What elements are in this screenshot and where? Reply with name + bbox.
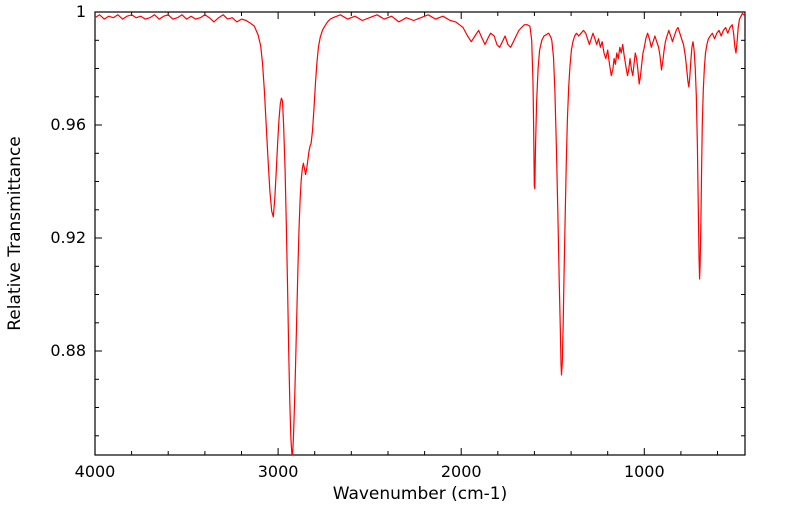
y-tick-label: 1: [76, 2, 86, 21]
x-tick-label: 4000: [75, 462, 116, 481]
y-tick-label: 0.96: [50, 115, 86, 134]
plot-border: [94, 11, 746, 456]
y-tick-label: 0.88: [50, 341, 86, 360]
x-axis-title: Wavenumber (cm-1): [333, 484, 508, 504]
y-axis-title: Relative Transmittance: [5, 136, 25, 331]
spectrum-line: [94, 12, 746, 456]
y-tick-label: 0.92: [50, 228, 86, 247]
x-tick-label: 1000: [624, 462, 665, 481]
x-tick-label: 2000: [441, 462, 482, 481]
x-tick-label: 3000: [258, 462, 299, 481]
